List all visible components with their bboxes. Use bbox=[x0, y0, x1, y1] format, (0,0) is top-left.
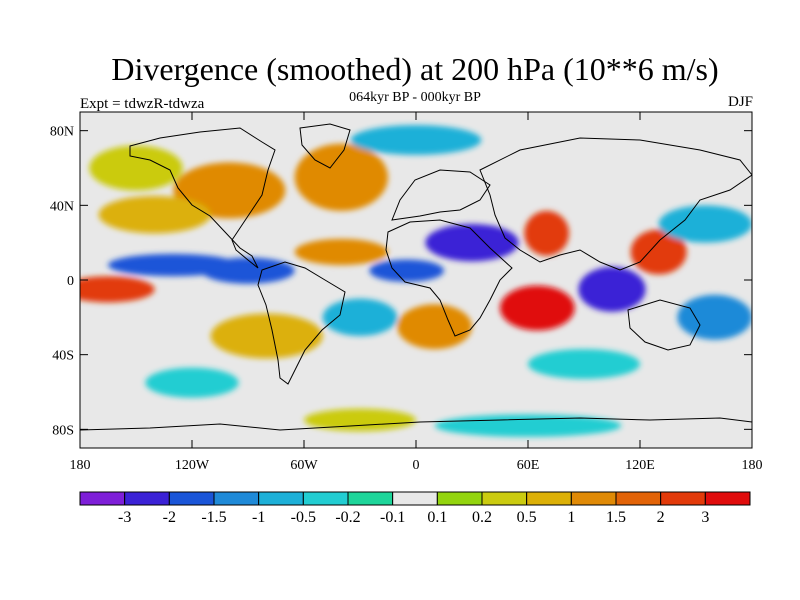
coast-europe bbox=[391, 169, 491, 221]
coast-north-america bbox=[129, 127, 276, 269]
colorbar-box bbox=[704, 491, 751, 506]
field-blob bbox=[80, 276, 155, 303]
x-tick-label: 120E bbox=[625, 458, 655, 473]
colorbar-label: -3 bbox=[118, 509, 131, 526]
x-axis: 180 120W 60W 0 60E 120E 180 bbox=[70, 112, 763, 473]
field-blob bbox=[499, 285, 575, 331]
field-blob bbox=[350, 125, 482, 155]
colorbar-label: 3 bbox=[701, 509, 709, 526]
colorbar-label: 0.2 bbox=[472, 509, 492, 526]
y-tick-label: 0 bbox=[67, 274, 74, 289]
field-blob bbox=[294, 238, 389, 266]
colorbar-box bbox=[124, 491, 170, 506]
y-tick-label: 40N bbox=[50, 199, 74, 214]
colorbar-label: -1 bbox=[252, 509, 265, 526]
field-blob bbox=[145, 367, 239, 398]
colorbar-box bbox=[79, 491, 126, 506]
colorbar-box bbox=[258, 491, 304, 506]
field-blob bbox=[304, 408, 416, 432]
colorbar-box bbox=[213, 491, 260, 506]
colorbar-label: 1 bbox=[567, 509, 575, 526]
colorbar-label: -0.5 bbox=[291, 509, 316, 526]
colorbar-label: -2 bbox=[163, 509, 176, 526]
field-blob bbox=[434, 414, 622, 437]
field-blob bbox=[578, 266, 646, 312]
coast-antarctica bbox=[80, 417, 752, 431]
field-blob bbox=[201, 257, 295, 284]
colorbar-box bbox=[481, 491, 528, 506]
field-blob bbox=[630, 229, 687, 275]
field-blob bbox=[98, 196, 211, 234]
colorbar-box bbox=[615, 491, 662, 506]
y-tick-label: 80S bbox=[52, 423, 74, 438]
field-blob bbox=[322, 298, 398, 337]
colorbar-box bbox=[392, 491, 438, 506]
season-label: DJF bbox=[728, 94, 753, 110]
x-tick-label: 180 bbox=[70, 458, 91, 473]
y-tick-label: 80N bbox=[50, 125, 74, 140]
map-area bbox=[80, 112, 752, 448]
colorbar-box bbox=[347, 491, 394, 506]
colorbar: -3 -2 -1.5 -1 -0.5 -0.2 -0.1 0.1 0.2 0.5 1 1.5 2 3 bbox=[79, 491, 751, 526]
colorbar-label: -1.5 bbox=[201, 509, 226, 526]
colorbar-box bbox=[168, 491, 215, 506]
colorbar-label: 2 bbox=[657, 509, 665, 526]
colorbar-box bbox=[570, 491, 617, 506]
experiment-label: Expt = tdwzR-tdwza bbox=[80, 96, 205, 112]
coast-south-america bbox=[257, 261, 346, 385]
field-blob bbox=[425, 224, 519, 262]
colorbar-box bbox=[436, 491, 483, 506]
x-tick-label: 180 bbox=[742, 458, 763, 473]
y-axis: 80N 40N 0 40S 80S bbox=[50, 125, 752, 438]
colorbar-label: 0.5 bbox=[517, 509, 537, 526]
chart-title: Divergence (smoothed) at 200 hPa (10**6 … bbox=[111, 51, 718, 87]
coast-greenland bbox=[299, 123, 351, 169]
field-blob bbox=[89, 145, 183, 191]
coast-africa bbox=[385, 219, 513, 337]
colorbar-label: -0.2 bbox=[335, 509, 360, 526]
field-blob bbox=[369, 259, 444, 282]
x-tick-label: 60W bbox=[290, 458, 318, 473]
chart-subtitle: 064kyr BP - 000kyr BP bbox=[349, 90, 481, 105]
colorbar-box bbox=[526, 491, 572, 506]
coast-australia bbox=[627, 299, 701, 351]
colorbar-label: 1.5 bbox=[606, 509, 626, 526]
field-blob bbox=[677, 294, 752, 340]
y-tick-label: 40S bbox=[52, 349, 74, 364]
colorbar-box bbox=[660, 491, 706, 506]
field-blob bbox=[658, 205, 752, 243]
x-tick-label: 60E bbox=[517, 458, 540, 473]
coast-asia bbox=[479, 137, 752, 271]
field-blob bbox=[294, 143, 389, 211]
field-blob bbox=[528, 349, 640, 379]
x-tick-label: 0 bbox=[413, 458, 420, 473]
field-blob bbox=[210, 313, 323, 359]
colorbar-label: 0.1 bbox=[427, 509, 447, 526]
colorbar-label: -0.1 bbox=[380, 509, 405, 526]
field-blob bbox=[397, 304, 472, 350]
coastlines bbox=[80, 123, 752, 431]
x-tick-label: 120W bbox=[175, 458, 210, 473]
divergence-field bbox=[80, 125, 752, 437]
field-blob bbox=[524, 210, 570, 256]
colorbar-box bbox=[302, 491, 349, 506]
